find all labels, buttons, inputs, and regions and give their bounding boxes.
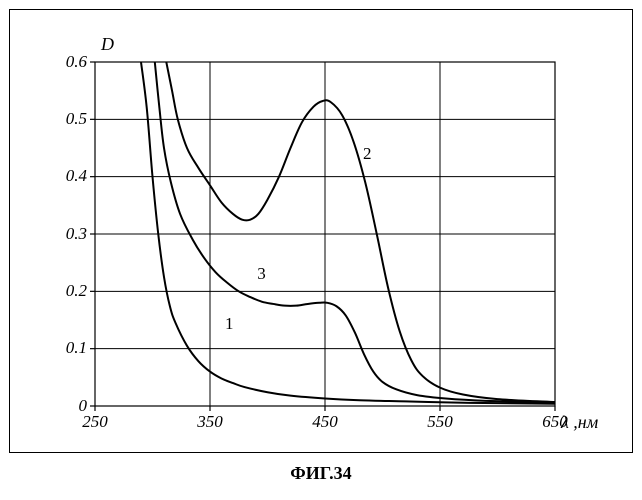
- figure-caption: ФИГ.34: [0, 463, 642, 484]
- ytick-label: 0.4: [37, 166, 87, 186]
- xtick-label: 550: [415, 412, 465, 432]
- ytick-label: 0.5: [37, 109, 87, 129]
- xtick-label: 450: [300, 412, 350, 432]
- y-axis-title: D: [101, 34, 114, 55]
- ytick-label: 0.2: [37, 281, 87, 301]
- ytick-label: 0.3: [37, 224, 87, 244]
- series-label-3: 3: [257, 264, 266, 284]
- xtick-label: 350: [185, 412, 235, 432]
- ytick-label: 0.6: [37, 52, 87, 72]
- xtick-label: 250: [70, 412, 120, 432]
- series-label-1: 1: [225, 314, 234, 334]
- x-axis-title: λ ,нм: [561, 412, 598, 433]
- ytick-label: 0.1: [37, 338, 87, 358]
- series-label-2: 2: [363, 144, 372, 164]
